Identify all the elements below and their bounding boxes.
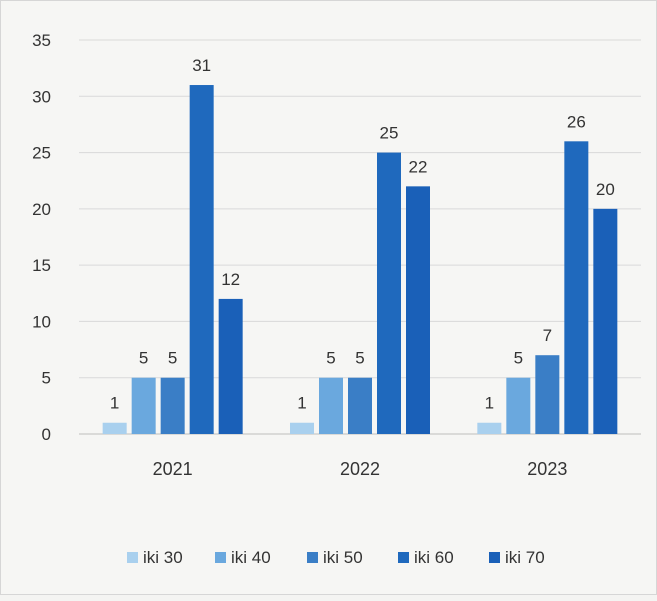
bar xyxy=(377,152,401,435)
x-tick-label: 2022 xyxy=(340,459,380,479)
bar xyxy=(290,422,314,434)
y-tick-label: 10 xyxy=(32,312,51,331)
data-labels: 1 5 5 31 12 1 5 5 25 22 1 5 7 26 20 xyxy=(110,56,615,413)
bar xyxy=(593,208,618,434)
legend-label: iki 30 xyxy=(143,548,183,567)
y-tick-label: 30 xyxy=(32,87,51,106)
legend-label: iki 40 xyxy=(231,548,271,567)
data-label: 5 xyxy=(168,349,177,368)
bar xyxy=(131,377,156,434)
legend-swatch xyxy=(127,552,138,563)
bar xyxy=(506,377,531,434)
data-label: 7 xyxy=(543,326,552,345)
data-label: 22 xyxy=(409,157,428,176)
data-label: 25 xyxy=(380,124,399,143)
y-tick-label: 5 xyxy=(42,369,51,388)
x-tick-label: 2023 xyxy=(527,459,567,479)
data-label: 31 xyxy=(192,56,211,75)
y-tick-label: 25 xyxy=(32,144,51,163)
y-tick-label: 0 xyxy=(42,425,51,444)
data-label: 5 xyxy=(355,349,364,368)
data-label: 1 xyxy=(110,394,119,413)
bar xyxy=(535,355,560,434)
legend: iki 30 iki 40 iki 50 iki 60 iki 70 xyxy=(127,548,545,567)
bar xyxy=(348,377,372,434)
legend-swatch xyxy=(307,552,318,563)
data-label: 20 xyxy=(596,180,615,199)
bar xyxy=(319,377,343,434)
bar xyxy=(477,422,502,434)
bar xyxy=(160,377,185,434)
data-label: 1 xyxy=(485,394,494,413)
bar xyxy=(189,85,214,435)
y-axis-ticks: 0 5 10 15 20 25 30 35 xyxy=(32,31,51,444)
bar xyxy=(406,186,430,434)
y-tick-label: 35 xyxy=(32,31,51,50)
legend-label: iki 50 xyxy=(323,548,363,567)
data-label: 5 xyxy=(326,349,335,368)
y-tick-label: 20 xyxy=(32,200,51,219)
bar xyxy=(564,141,589,435)
data-label: 5 xyxy=(514,349,523,368)
legend-swatch xyxy=(489,552,500,563)
data-label: 1 xyxy=(297,394,306,413)
legend-swatch xyxy=(215,552,226,563)
bars xyxy=(102,85,618,435)
legend-label: iki 70 xyxy=(505,548,545,567)
data-label: 26 xyxy=(567,112,586,131)
legend-label: iki 60 xyxy=(414,548,454,567)
bar xyxy=(102,422,127,434)
legend-swatch xyxy=(398,552,409,563)
x-tick-label: 2021 xyxy=(153,459,193,479)
data-label: 12 xyxy=(221,270,240,289)
data-label: 5 xyxy=(139,349,148,368)
bar xyxy=(218,298,243,434)
x-axis-labels: 2021 2022 2023 xyxy=(153,459,568,479)
y-tick-label: 15 xyxy=(32,256,51,275)
